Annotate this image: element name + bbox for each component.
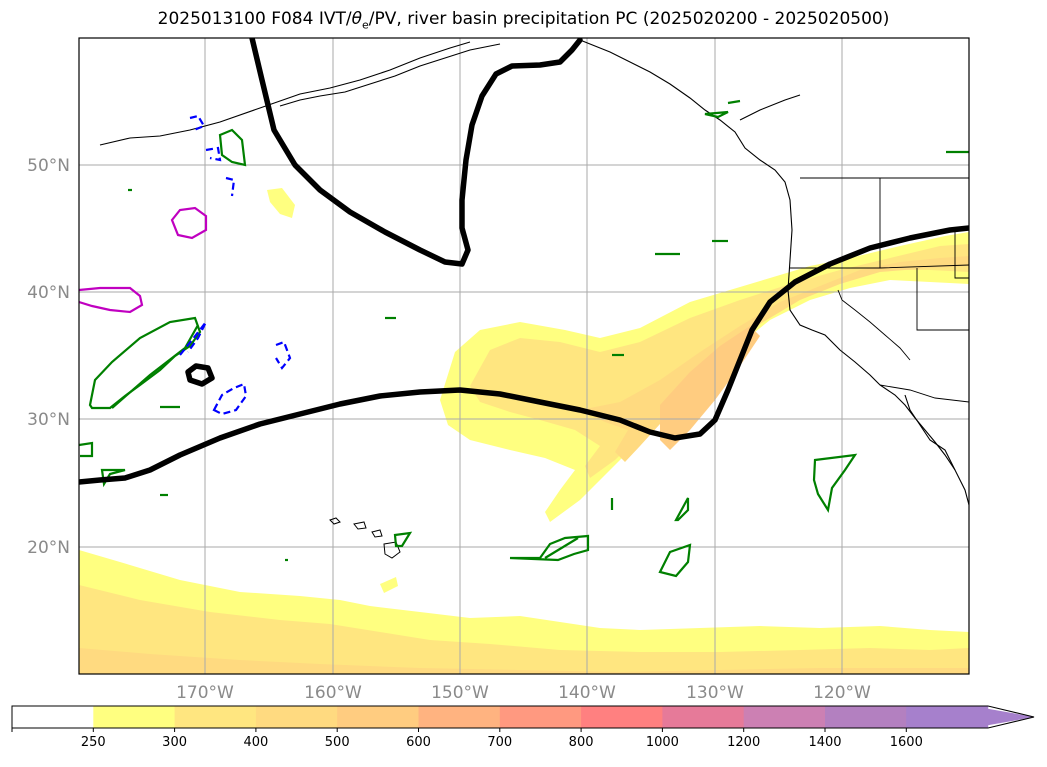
colorbar-segment [499, 706, 582, 728]
colorbar: 250 300 400 500 600 700 800 1000 1200 1400 1600 [11, 705, 1035, 750]
coastline [99, 39, 969, 506]
colorbar-tick-label: 500 [325, 735, 350, 750]
lon-label-160w: 160°W [304, 683, 362, 703]
magenta-contours [79, 206, 208, 314]
colorbar-tick-label: 800 [569, 735, 594, 750]
colorbar-tick-label: 600 [406, 735, 431, 750]
lat-label-20n: 20°N [27, 538, 70, 558]
colorbar-tick-label: 1600 [890, 735, 923, 750]
title-theta: θ [351, 9, 362, 29]
lon-label-130w: 130°W [686, 683, 744, 703]
lat-label-40n: 40°N [27, 283, 70, 303]
lat-label-50n: 50°N [27, 156, 70, 176]
lon-label-170w: 170°W [176, 683, 234, 703]
ivt-blob [267, 188, 295, 218]
ivt-blob [380, 577, 398, 593]
hawaii-islands [329, 517, 401, 559]
chart-title: 2025013100 F084 IVT/θe/PV, river basin p… [0, 9, 1047, 31]
colorbar-segment [662, 706, 745, 728]
map-frame [78, 37, 970, 675]
colorbar-tick-label: 300 [162, 735, 187, 750]
colorbar-segment [337, 706, 420, 728]
colorbar-tick-label: 700 [487, 735, 512, 750]
lat-label-30n: 30°N [27, 410, 70, 430]
colorbar-segment [255, 706, 338, 728]
colorbar-segment [743, 706, 826, 728]
green-contours [79, 99, 969, 578]
title-suffix: /PV, river basin precipitation PC (20250… [368, 9, 890, 29]
colorbar-segment [581, 706, 663, 728]
ivt-shading-south [79, 550, 969, 674]
colorbar-tick-label: 1400 [808, 735, 841, 750]
colorbar-tick-label: 1000 [646, 735, 679, 750]
lon-label-150w: 150°W [431, 683, 489, 703]
colorbar-segment [174, 706, 257, 728]
colorbar-segment [93, 706, 176, 728]
thick-black-contours [79, 38, 969, 485]
title-prefix: 2025013100 F084 IVT/ [157, 9, 352, 29]
colorbar-outline [11, 705, 1035, 729]
colorbar-extend-arrow [906, 706, 1035, 728]
colorbar-segment [418, 706, 501, 728]
longitude-labels: 170°W 160°W 150°W 140°W 130°W 120°W [176, 683, 871, 703]
colorbar-tick-label: 400 [243, 735, 268, 750]
colorbar-tick-label: 1200 [727, 735, 760, 750]
colorbar-tick-label: 250 [81, 735, 106, 750]
blue-dashed-contours [179, 114, 292, 416]
lon-label-140w: 140°W [558, 683, 616, 703]
colorbar-segment [12, 706, 94, 728]
title-theta-sub: e [362, 18, 369, 32]
colorbar-segment [825, 706, 907, 728]
latitude-labels: 50°N 40°N 30°N 20°N [27, 156, 70, 558]
graticule [79, 38, 969, 674]
lon-label-120w: 120°W [813, 683, 871, 703]
